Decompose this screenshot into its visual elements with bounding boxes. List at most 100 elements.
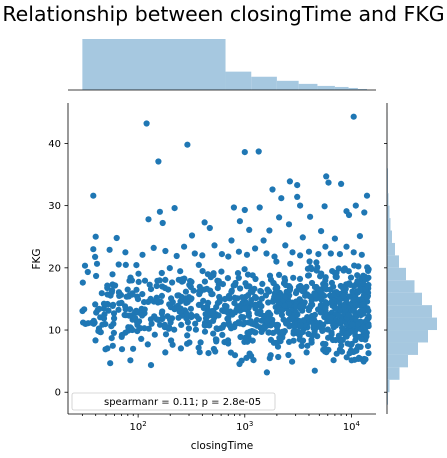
scatter-point xyxy=(195,261,202,268)
scatter-point xyxy=(263,317,271,325)
scatter-point xyxy=(283,320,290,327)
scatter-point xyxy=(208,291,215,298)
scatter-point xyxy=(207,274,214,281)
scatter-point xyxy=(113,234,120,242)
x-axis-label: closingTime xyxy=(191,440,254,452)
y-hist-bar xyxy=(387,267,406,281)
scatter-point xyxy=(145,216,152,223)
scatter-point xyxy=(270,339,277,346)
scatter-point xyxy=(299,329,306,336)
scatter-point xyxy=(322,299,329,306)
scatter-point xyxy=(162,331,170,338)
scatter-point xyxy=(246,350,253,357)
scatter-point xyxy=(273,258,280,265)
scatter-point xyxy=(365,267,372,274)
scatter-point xyxy=(154,297,161,304)
scatter-point xyxy=(135,318,142,326)
scatter-point xyxy=(135,278,142,285)
y-hist-bar xyxy=(387,354,408,368)
scatter-point xyxy=(298,342,305,349)
scatter-point xyxy=(100,300,108,307)
scatter-point xyxy=(231,282,239,289)
scatter-point xyxy=(80,319,87,326)
scatter-point xyxy=(144,341,151,348)
x-hist-bar xyxy=(348,87,358,90)
scatter-point xyxy=(174,292,181,299)
scatter-point xyxy=(215,278,222,285)
scatter-point xyxy=(167,319,174,326)
scatter-point xyxy=(344,340,351,347)
scatter-point xyxy=(321,203,328,210)
scatter-point xyxy=(308,266,315,273)
scatter-point xyxy=(265,299,272,306)
scatter-point xyxy=(196,349,203,356)
scatter-point xyxy=(327,286,334,293)
scatter-point xyxy=(265,329,272,336)
scatter-point xyxy=(171,306,178,313)
scatter-point xyxy=(351,283,358,290)
scatter-point xyxy=(357,343,364,350)
scatter-point xyxy=(199,252,206,259)
scatter-point xyxy=(338,348,346,355)
scatter-point xyxy=(330,292,337,299)
scatter-point xyxy=(145,325,152,332)
scatter-point xyxy=(276,271,283,278)
scatter-point xyxy=(133,262,140,269)
scatter-point xyxy=(219,331,226,338)
scatter-point xyxy=(313,259,320,266)
x-tick-label: 104 xyxy=(343,420,361,433)
scatter-point xyxy=(356,233,363,240)
scatter-point xyxy=(318,228,325,235)
scatter-point xyxy=(345,268,352,275)
scatter-point xyxy=(350,296,357,304)
scatter-point xyxy=(166,324,173,332)
scatter-point xyxy=(124,286,131,293)
scatter-point xyxy=(110,329,117,336)
scatter-point xyxy=(150,244,157,251)
scatter-point xyxy=(222,308,229,315)
scatter-point xyxy=(244,338,251,345)
y-hist-bar xyxy=(387,367,400,380)
scatter-point xyxy=(364,343,372,350)
y-hist-bar xyxy=(387,379,390,393)
scatter-point xyxy=(281,302,288,309)
scatter-point xyxy=(347,274,355,281)
y-hist-bar xyxy=(387,305,432,318)
scatter-point xyxy=(130,345,137,352)
scatter-point xyxy=(225,315,232,322)
legend-text: spearmanr = 0.11; p = 2.8e-05 xyxy=(104,397,261,408)
scatter-point xyxy=(351,262,358,269)
scatter-point xyxy=(92,253,99,260)
scatter-point xyxy=(363,333,370,340)
scatter-point xyxy=(231,352,239,359)
scatter-point xyxy=(107,360,114,367)
y-hist-bar xyxy=(387,392,388,405)
scatter-points xyxy=(79,113,372,376)
scatter-point xyxy=(266,227,273,234)
scatter-point xyxy=(292,290,300,297)
scatter-point xyxy=(109,302,116,309)
x-hist-bar xyxy=(334,86,349,90)
scatter-point xyxy=(365,322,372,329)
scatter-point xyxy=(305,272,312,279)
scatter-point xyxy=(148,320,155,327)
scatter-point xyxy=(81,306,88,313)
scatter-point xyxy=(278,311,285,319)
scatter-point xyxy=(200,304,207,312)
scatter-point xyxy=(100,305,107,312)
scatter-point xyxy=(171,326,178,333)
y-hist-bar xyxy=(387,317,437,331)
scatter-point xyxy=(190,287,197,294)
scatter-point xyxy=(352,316,359,323)
x-hist-bar xyxy=(82,39,226,90)
scatter-point xyxy=(115,261,122,268)
y-hist-bar xyxy=(387,330,428,343)
scatter-point xyxy=(294,328,301,335)
scatter-point xyxy=(231,294,238,301)
scatter-point xyxy=(178,321,185,328)
scatter-point xyxy=(204,310,211,317)
scatter-point xyxy=(203,285,210,292)
scatter-point xyxy=(238,357,245,364)
scatter-point xyxy=(340,267,347,274)
scatter-point xyxy=(328,279,335,286)
